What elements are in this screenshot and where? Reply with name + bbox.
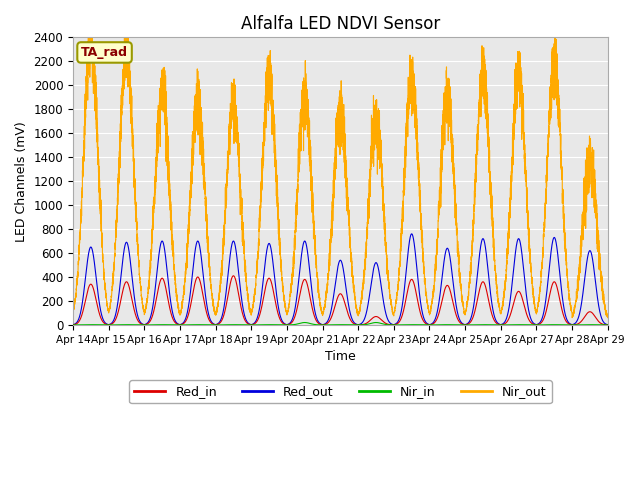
X-axis label: Time: Time [325, 350, 356, 363]
Y-axis label: LED Channels (mV): LED Channels (mV) [15, 121, 28, 241]
Text: TA_rad: TA_rad [81, 46, 128, 59]
Legend: Red_in, Red_out, Nir_in, Nir_out: Red_in, Red_out, Nir_in, Nir_out [129, 380, 552, 403]
Title: Alfalfa LED NDVI Sensor: Alfalfa LED NDVI Sensor [241, 15, 440, 33]
